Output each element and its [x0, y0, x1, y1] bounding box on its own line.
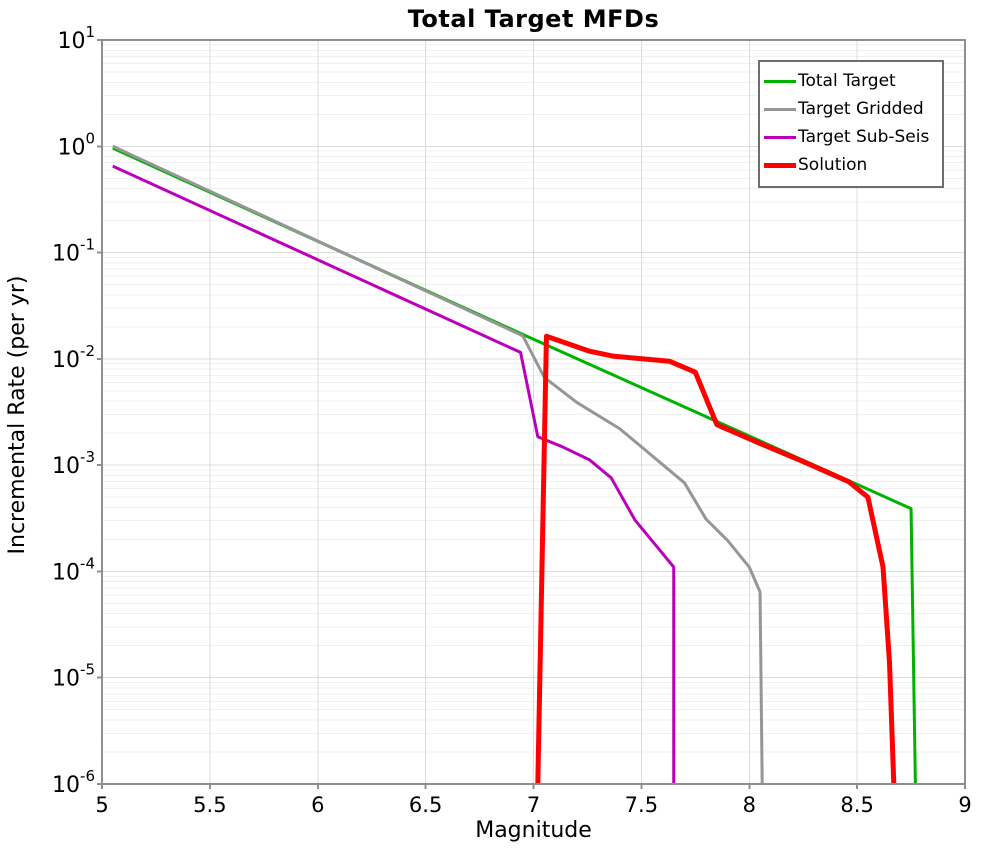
- x-tick-label: 6: [311, 793, 324, 817]
- legend-line-swatch: [764, 162, 796, 168]
- legend-item-solution: Solution: [764, 151, 936, 179]
- legend-label: Solution: [798, 155, 868, 175]
- legend-label: Total Target: [798, 71, 896, 91]
- y-tick-label: 10-2: [52, 342, 95, 373]
- series-line-solution: [535, 333, 897, 785]
- legend-item-target-sub-seis: Target Sub-Seis: [764, 123, 936, 151]
- legend-item-total-target: Total Target: [764, 67, 936, 95]
- series-line-target-gridded: [112, 144, 764, 785]
- x-tick-label: 5.5: [193, 793, 226, 817]
- y-tick-label: 10-3: [52, 448, 95, 479]
- y-tick-label: 10-4: [52, 554, 95, 585]
- x-tick-label: 6.5: [409, 793, 442, 817]
- x-tick-label: 5: [95, 793, 108, 817]
- y-axis-title: Incremental Rate (per yr): [5, 275, 30, 555]
- y-tick-label: 10-5: [52, 661, 95, 692]
- series-line-total-target: [112, 146, 917, 785]
- legend-box: Total Target Target Gridded Target Sub-Sei…: [758, 60, 944, 188]
- x-tick-label: 7.5: [625, 793, 658, 817]
- x-axis-title: Magnitude: [475, 818, 592, 843]
- x-tick-label: 7: [527, 793, 540, 817]
- y-tick-label: 100: [57, 129, 95, 160]
- x-tick-label: 8.5: [840, 793, 873, 817]
- y-tick-label: 10-1: [52, 236, 95, 267]
- legend-line-swatch: [764, 107, 796, 111]
- legend-item-target-gridded: Target Gridded: [764, 95, 936, 123]
- y-tick-label: 10-6: [52, 767, 95, 798]
- x-tick-label: 9: [958, 793, 971, 817]
- y-tick-label: 101: [57, 23, 95, 54]
- legend-line-swatch: [764, 79, 796, 83]
- x-tick-label: 8: [743, 793, 756, 817]
- series-line-target-sub-seis: [112, 164, 676, 784]
- legend-label: Target Sub-Seis: [798, 127, 930, 147]
- chart-title: Total Target MFDs: [407, 5, 660, 33]
- legend-line-swatch: [764, 135, 796, 139]
- legend-label: Target Gridded: [798, 99, 924, 119]
